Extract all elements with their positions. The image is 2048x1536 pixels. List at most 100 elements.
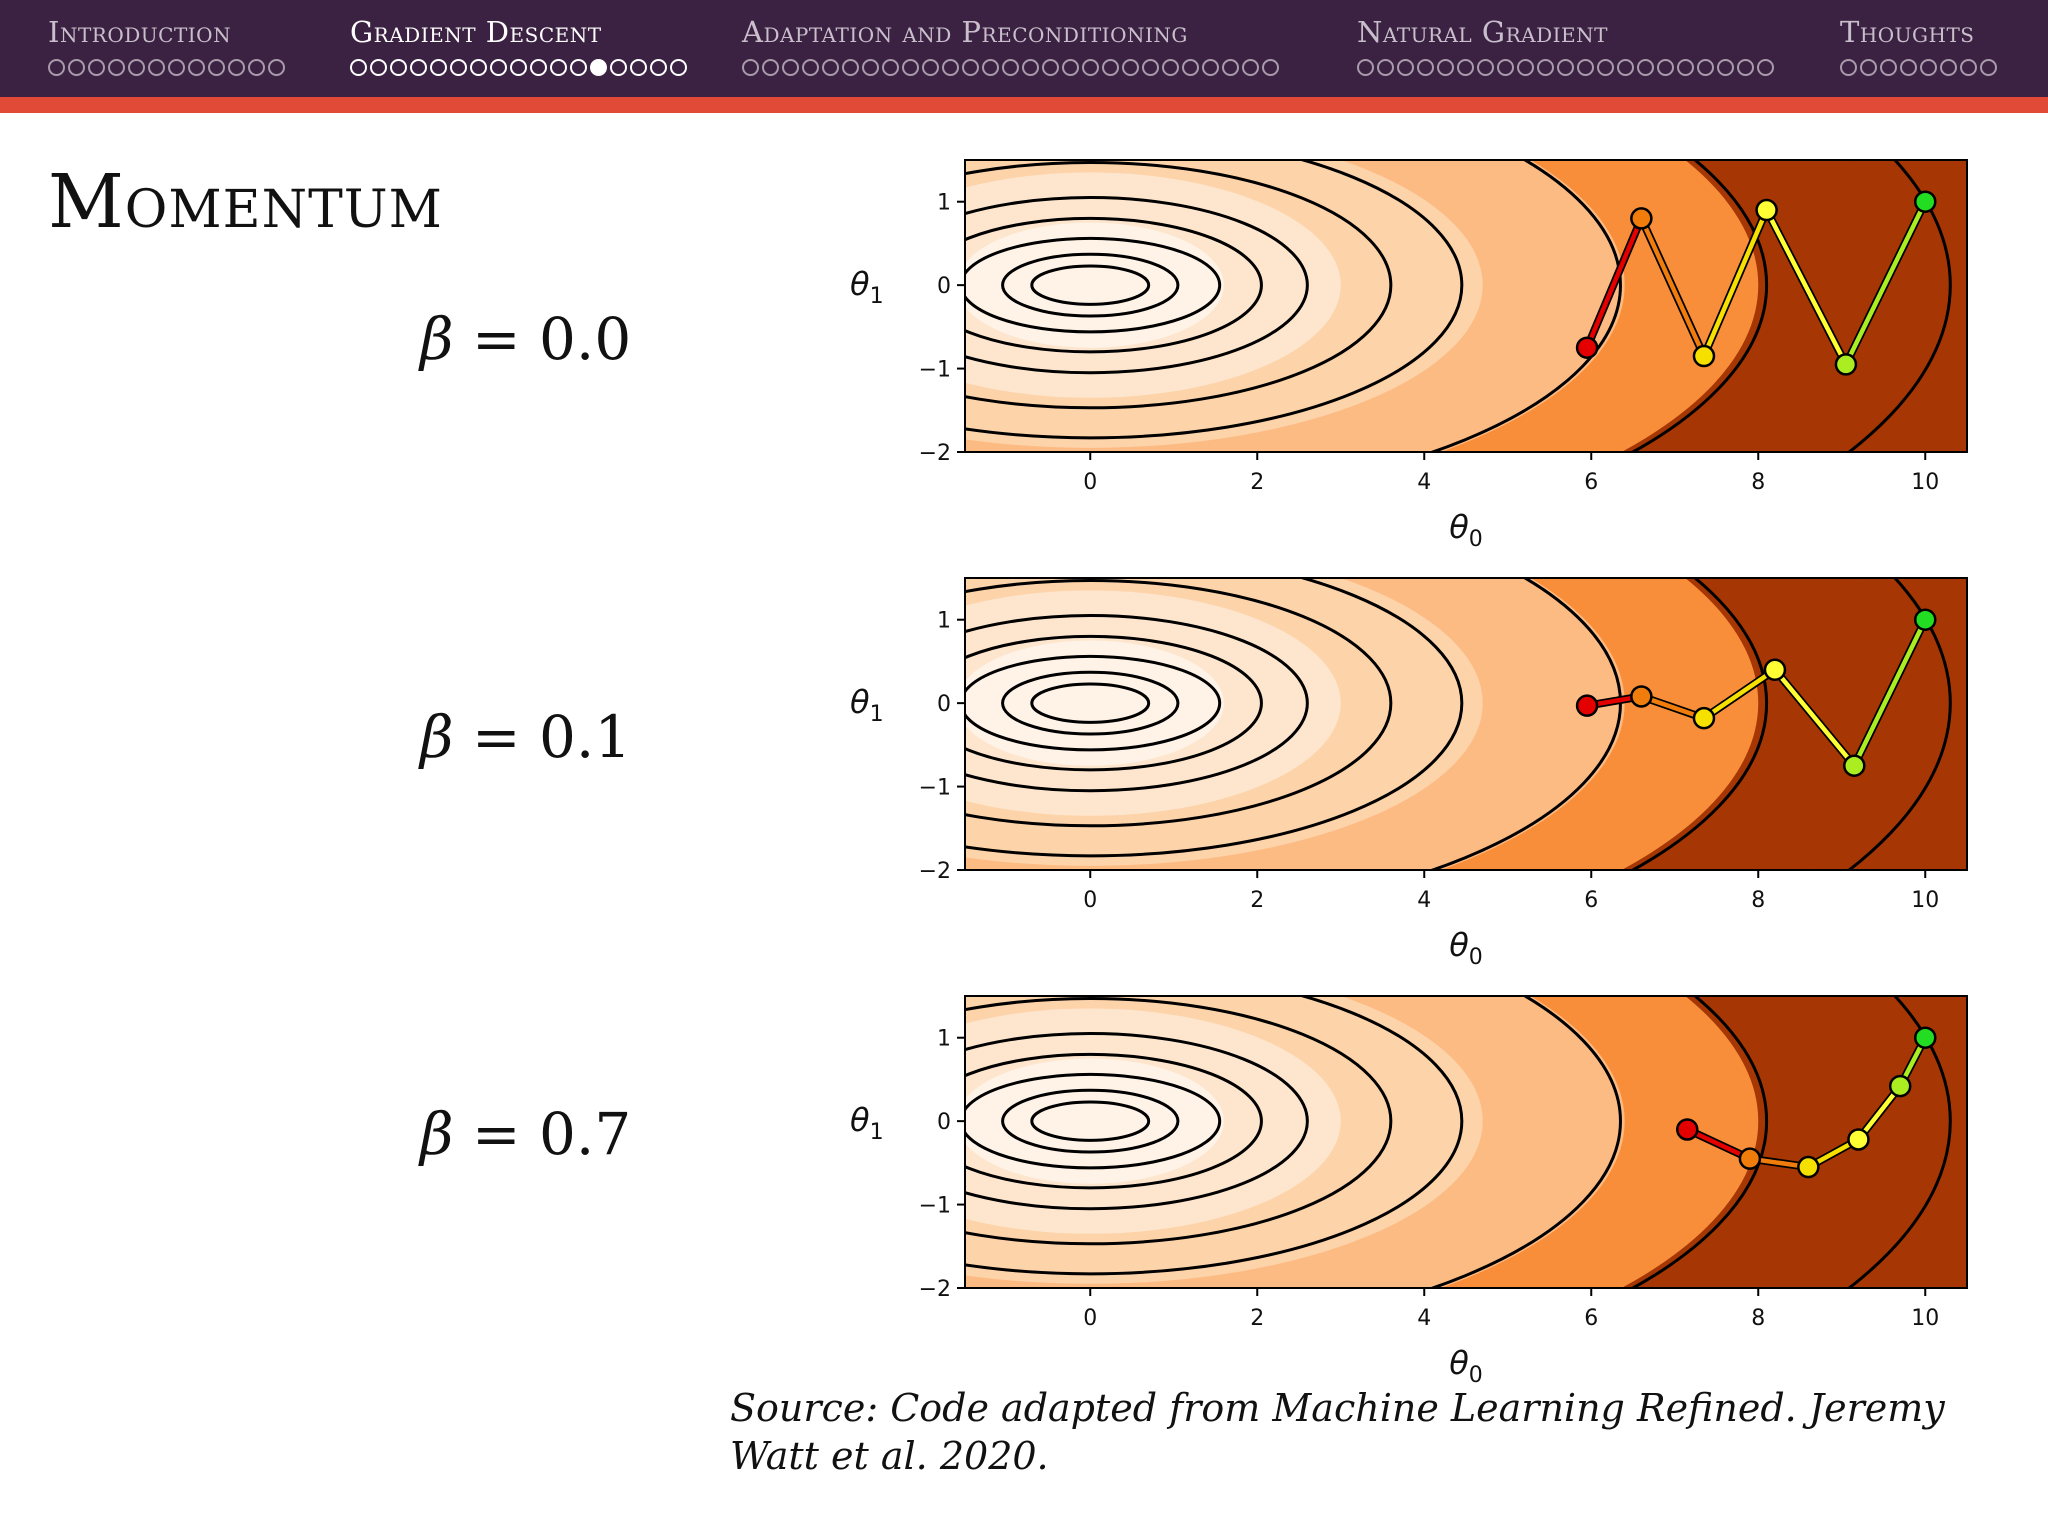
progress-dot[interactable] [1557,59,1574,76]
progress-dot[interactable] [1940,59,1957,76]
progress-dot[interactable] [1840,59,1857,76]
progress-dot[interactable] [882,59,899,76]
progress-dot[interactable] [1597,59,1614,76]
progress-dot[interactable] [610,59,627,76]
progress-dot[interactable] [842,59,859,76]
progress-dot[interactable] [1202,59,1219,76]
progress-dot[interactable] [1960,59,1977,76]
progress-dot[interactable] [1242,59,1259,76]
progress-dot[interactable] [1577,59,1594,76]
nav-label[interactable]: Natural Gradient [1357,15,1608,49]
progress-dot[interactable] [1002,59,1019,76]
progress-dot[interactable] [68,59,85,76]
progress-dot[interactable] [370,59,387,76]
progress-dot[interactable] [670,59,687,76]
progress-dot[interactable] [922,59,939,76]
progress-dot[interactable] [48,59,65,76]
progress-dot[interactable] [128,59,145,76]
progress-dot[interactable] [88,59,105,76]
progress-dot[interactable] [1880,59,1897,76]
progress-dot[interactable] [822,59,839,76]
progress-dot[interactable] [1262,59,1279,76]
progress-dot[interactable] [1477,59,1494,76]
progress-dot[interactable] [1717,59,1734,76]
progress-dot[interactable] [1617,59,1634,76]
progress-dot[interactable] [530,59,547,76]
progress-dot[interactable] [962,59,979,76]
nav-label[interactable]: Introduction [48,15,232,49]
progress-dot[interactable] [1122,59,1139,76]
trajectory-segment [1843,200,1928,366]
progress-dot[interactable] [590,59,607,76]
progress-dot[interactable] [410,59,427,76]
progress-dot[interactable] [1537,59,1554,76]
progress-dot[interactable] [1737,59,1754,76]
progress-dot[interactable] [1697,59,1714,76]
progress-dot[interactable] [350,59,367,76]
progress-dot[interactable] [450,59,467,76]
progress-dot[interactable] [1142,59,1159,76]
progress-dot[interactable] [1082,59,1099,76]
progress-dot[interactable] [470,59,487,76]
progress-dot[interactable] [188,59,205,76]
progress-dot[interactable] [902,59,919,76]
progress-dot[interactable] [1437,59,1454,76]
progress-dot[interactable] [108,59,125,76]
progress-dot[interactable] [228,59,245,76]
progress-dot[interactable] [650,59,667,76]
progress-dot[interactable] [248,59,265,76]
progress-dot[interactable] [1920,59,1937,76]
progress-dot[interactable] [1657,59,1674,76]
progress-dot[interactable] [1397,59,1414,76]
progress-dot[interactable] [1757,59,1774,76]
progress-dot[interactable] [1417,59,1434,76]
nav-section-natural-gradient[interactable]: Natural Gradient [1357,18,1777,79]
progress-dot[interactable] [1062,59,1079,76]
progress-dot[interactable] [168,59,185,76]
progress-dot[interactable] [1042,59,1059,76]
contour-field [965,160,1967,452]
progress-dot[interactable] [1637,59,1654,76]
progress-dot[interactable] [1900,59,1917,76]
progress-dot[interactable] [1980,59,1997,76]
nav-section-gradient-descent[interactable]: Gradient Descent [350,18,690,79]
trajectory-segment [1856,1084,1902,1141]
progress-dot[interactable] [1377,59,1394,76]
progress-dot[interactable] [802,59,819,76]
progress-dot[interactable] [630,59,647,76]
nav-section-thoughts[interactable]: Thoughts [1840,18,2000,79]
progress-dot[interactable] [742,59,759,76]
progress-dot[interactable] [1457,59,1474,76]
nav-label[interactable]: Adaptation and Preconditioning [742,15,1188,49]
contour-line [965,196,1309,375]
progress-dot[interactable] [762,59,779,76]
trajectory-point [1843,754,1866,777]
nav-label[interactable]: Gradient Descent [350,15,602,49]
progress-dot[interactable] [1022,59,1039,76]
progress-dot[interactable] [1860,59,1877,76]
progress-dot[interactable] [1497,59,1514,76]
progress-dot[interactable] [1102,59,1119,76]
progress-dot[interactable] [510,59,527,76]
progress-dot[interactable] [268,59,285,76]
nav-label[interactable]: Thoughts [1840,15,1975,49]
progress-dot[interactable] [1162,59,1179,76]
progress-dot[interactable] [1182,59,1199,76]
progress-dot[interactable] [942,59,959,76]
progress-dot[interactable] [862,59,879,76]
progress-dot[interactable] [982,59,999,76]
progress-dot[interactable] [550,59,567,76]
nav-section-introduction[interactable]: Introduction [48,18,288,79]
progress-dot[interactable] [1357,59,1374,76]
progress-dot[interactable] [390,59,407,76]
progress-dot[interactable] [1517,59,1534,76]
progress-dot[interactable] [782,59,799,76]
progress-dot[interactable] [148,59,165,76]
progress-dot[interactable] [570,59,587,76]
progress-dot[interactable] [1677,59,1694,76]
progress-dot[interactable] [430,59,447,76]
progress-dot[interactable] [1222,59,1239,76]
nav-section-adaptation-preconditioning[interactable]: Adaptation and Preconditioning [742,18,1282,79]
progress-dot[interactable] [490,59,507,76]
progress-dot[interactable] [208,59,225,76]
